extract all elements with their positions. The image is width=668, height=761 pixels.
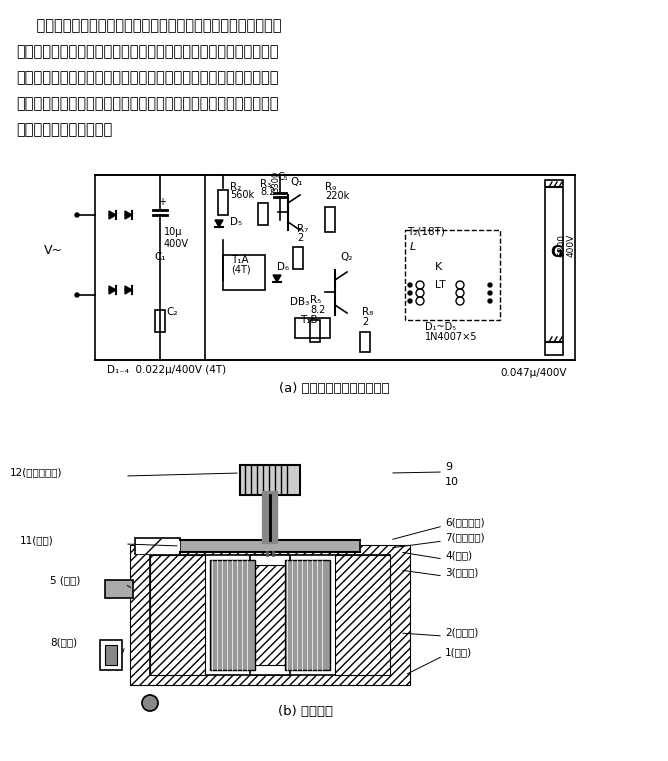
Bar [150,555,390,675]
Text: G: G [550,245,562,260]
Text: 2: 2 [362,317,368,327]
Text: Q₂: Q₂ [340,252,353,262]
Bar [240,465,300,495]
Circle shape [488,283,492,287]
Text: K: K [435,262,442,272]
Circle shape [488,299,492,303]
Bar [545,180,563,355]
Text: 400V: 400V [567,234,576,257]
Text: DB₃: DB₃ [290,297,309,307]
Text: (b) 调光结构: (b) 调光结构 [277,705,333,718]
Text: 10: 10 [445,477,459,487]
Text: R₇: R₇ [297,224,308,234]
Bar [150,555,205,675]
Text: +: + [158,197,166,207]
Text: 了灯管工作的可靠性，使光色更柔和，节电性能更佳，并且为扩大其: 了灯管工作的可靠性，使光色更柔和，节电性能更佳，并且为扩大其 [16,70,279,85]
Text: 11(刻度): 11(刻度) [20,535,53,545]
Bar [360,332,370,352]
Text: T₁B: T₁B [300,315,317,325]
Text: V~: V~ [44,244,63,256]
Text: T₁A: T₁A [231,255,248,265]
Bar [250,565,290,665]
Circle shape [75,293,79,297]
Text: 220k: 220k [325,191,349,201]
Text: (4T): (4T) [231,265,250,275]
Text: (a) 无级调光电子镇流器电路: (a) 无级调光电子镇流器电路 [279,382,389,395]
Text: 2: 2 [297,233,303,243]
Polygon shape [125,211,132,219]
Polygon shape [215,220,223,227]
Text: 1N4007×5: 1N4007×5 [425,332,478,342]
Text: D₅: D₅ [230,217,242,227]
Text: R₃: R₃ [260,179,271,189]
Text: Q₁: Q₁ [290,177,303,187]
Circle shape [408,299,412,303]
Text: C₁: C₁ [154,252,166,262]
Text: LT: LT [435,280,446,290]
Bar [135,538,180,554]
Text: 8(开关): 8(开关) [50,637,77,647]
Circle shape [408,283,412,287]
Text: 应用范围提供了可能。目前，一种日光灯无级调光电子镇流器已经问: 应用范围提供了可能。目前，一种日光灯无级调光电子镇流器已经问 [16,96,279,111]
Text: 4(线圈): 4(线圈) [445,550,472,560]
Circle shape [408,291,412,295]
Bar [405,230,500,320]
Text: D₁~D₅: D₁~D₅ [425,322,456,332]
Text: C₅: C₅ [277,172,287,182]
Text: 世，并已申报国家专利。: 世，并已申报国家专利。 [16,122,112,137]
Polygon shape [125,286,132,294]
Bar [100,640,122,670]
Text: 6800: 6800 [557,234,566,257]
Bar [155,310,165,332]
Text: 400V: 400V [164,239,189,249]
Text: D₁₋₄  0.022μ/400V (4T): D₁₋₄ 0.022μ/400V (4T) [107,365,226,375]
Text: 8.2: 8.2 [310,305,325,315]
Text: 种场合的照明。近年来高频电子镇流器的逐步推广应用，进一步提高: 种场合的照明。近年来高频电子镇流器的逐步推广应用，进一步提高 [16,44,279,59]
Text: R₅: R₅ [310,295,321,305]
Bar [295,318,330,338]
Text: D₆: D₆ [277,262,289,272]
Text: R₈: R₈ [362,307,373,317]
Bar [180,540,360,552]
Text: 1(支架): 1(支架) [445,647,472,657]
Circle shape [488,291,492,295]
Text: 7(限位挡块): 7(限位挡块) [445,532,484,542]
Bar [105,580,133,598]
Bar [105,645,117,665]
Bar [285,560,330,670]
Bar [310,320,320,342]
Text: 2(下磁芯): 2(下磁芯) [445,627,478,637]
Bar [293,247,303,269]
Text: T₂(18T): T₂(18T) [407,227,445,237]
Text: 6(限位螺钉): 6(限位螺钉) [445,517,484,527]
Bar [258,203,268,225]
Text: 8.2: 8.2 [260,187,275,197]
Bar [135,538,180,554]
Bar [218,190,228,215]
Text: 9: 9 [445,462,452,472]
Text: 5 (螺母): 5 (螺母) [50,575,80,585]
Bar [210,560,255,670]
Text: 日光灯具有光色好，发光效率高等优点，几十年来广泛应用于各: 日光灯具有光色好，发光效率高等优点，几十年来广泛应用于各 [16,18,281,33]
Text: 3300: 3300 [271,170,280,192]
Bar [325,207,335,232]
Text: 10μ: 10μ [164,227,182,237]
Circle shape [75,213,79,217]
Polygon shape [109,211,116,219]
Bar [223,255,265,290]
Bar [130,545,410,685]
Bar [335,555,390,675]
Text: 560k: 560k [230,190,254,200]
Text: 3(上磁芯): 3(上磁芯) [445,567,478,577]
Text: 12(旋钮、接盘): 12(旋钮、接盘) [10,467,63,477]
Text: 0.047μ/400V: 0.047μ/400V [500,368,566,378]
Polygon shape [273,275,281,282]
Bar [250,555,290,675]
Text: R₂: R₂ [230,182,241,192]
Circle shape [142,695,158,711]
Text: L: L [410,242,416,252]
Text: C₂: C₂ [166,307,178,317]
Text: R₉: R₉ [325,182,336,192]
Polygon shape [109,286,116,294]
